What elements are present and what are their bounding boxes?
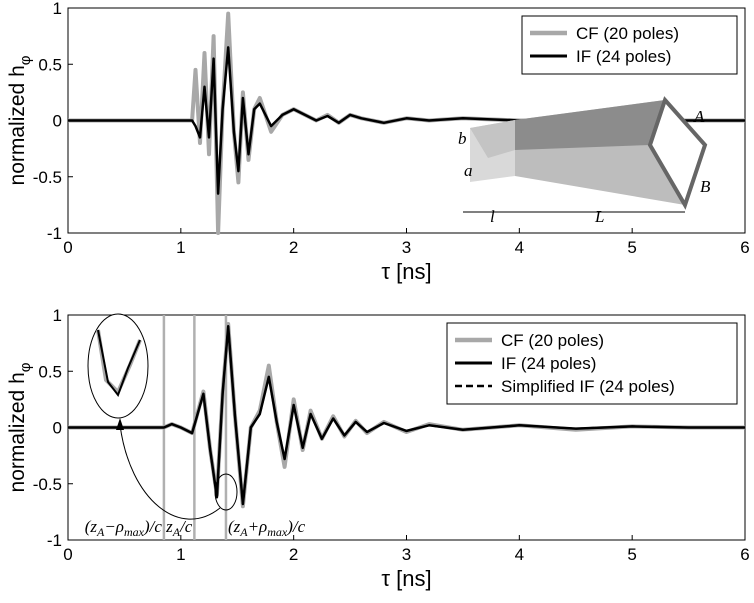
zoom-curve xyxy=(97,329,141,398)
legend-label: CF (20 poles) xyxy=(501,331,604,350)
annotation: (zA−ρmax)/c xyxy=(85,517,163,539)
y-tick-label: 0.5 xyxy=(38,55,62,74)
annotation-part: )/c xyxy=(143,517,162,536)
arrow-head xyxy=(116,418,124,430)
y-axis-label-sub: φ xyxy=(17,55,34,65)
horn-aperture xyxy=(647,96,708,210)
inset-label: L xyxy=(594,207,604,226)
subplot: 0 1 2 3 4 5 6-1-0.500.51τ [ns]normalized hφ(zA… xyxy=(6,306,750,591)
inset-label: A xyxy=(693,107,705,126)
x-tick-label: 6 xyxy=(740,545,749,564)
y-tick-label: -0.5 xyxy=(33,168,62,187)
y-tick-label: -0.5 xyxy=(33,475,62,494)
horn-feed-side xyxy=(470,120,515,158)
annotation-part: max xyxy=(124,525,145,539)
x-tick-label: 0 xyxy=(63,545,72,564)
y-tick-label: 0 xyxy=(53,112,62,131)
x-tick-label: 1 xyxy=(176,545,185,564)
horn-inset: b a l L A B xyxy=(458,96,711,226)
inset-label: a xyxy=(464,161,473,180)
annotation-part: z xyxy=(165,517,173,536)
series-line xyxy=(68,325,745,505)
legend-box xyxy=(521,15,738,75)
legend-box xyxy=(446,322,738,405)
annotation-part: (z xyxy=(85,517,98,536)
annotation: (zA+ρmax)/c xyxy=(228,517,306,539)
zoom-arrow xyxy=(119,424,221,520)
annotation-part: A xyxy=(172,525,181,539)
x-tick-label: 4 xyxy=(515,545,524,564)
x-tick-label: 0 xyxy=(63,238,72,257)
series-line xyxy=(68,46,745,195)
annotation-part: max xyxy=(267,525,288,539)
horn-top xyxy=(515,100,665,150)
annotation-part: −ρ xyxy=(104,517,124,536)
legend-label: Simplified IF (24 poles) xyxy=(501,377,675,396)
inset-label: b xyxy=(458,129,467,148)
annotation-part: )/c xyxy=(286,517,305,536)
annotation-part: /c xyxy=(179,517,193,536)
annotation-part: (z xyxy=(228,517,241,536)
legend-label: CF (20 poles) xyxy=(576,24,679,43)
y-tick-label: 1 xyxy=(53,306,62,325)
x-tick-label: 2 xyxy=(289,545,298,564)
y-tick-label: -1 xyxy=(47,531,62,550)
x-axis-label: τ [ns] xyxy=(381,259,431,284)
zoom-ellipse xyxy=(214,473,238,511)
legend-label: IF (24 poles) xyxy=(501,354,596,373)
annotation-part: +ρ xyxy=(248,517,268,536)
x-axis-label: τ [ns] xyxy=(381,566,431,591)
x-tick-label: 5 xyxy=(627,545,636,564)
x-tick-label: 5 xyxy=(627,238,636,257)
y-tick-label: -1 xyxy=(47,224,62,243)
zoom-inset xyxy=(87,313,238,520)
zoom-ellipse xyxy=(87,313,149,419)
x-tick-label: 3 xyxy=(402,238,411,257)
y-axis-label-sub: φ xyxy=(17,362,34,372)
y-axis-label: normalized hφ xyxy=(6,55,34,185)
y-axis-label-main: normalized h xyxy=(6,372,29,492)
y-tick-label: 0 xyxy=(53,419,62,438)
annotation-part: A xyxy=(96,525,105,539)
x-tick-label: 1 xyxy=(176,238,185,257)
inset-label: B xyxy=(700,177,711,196)
x-tick-label: 4 xyxy=(515,238,524,257)
x-tick-label: 2 xyxy=(289,238,298,257)
annotation: zA/c xyxy=(165,517,193,539)
y-tick-label: 1 xyxy=(53,0,62,18)
x-tick-label: 6 xyxy=(740,238,749,257)
y-axis-label-main: normalized h xyxy=(6,65,29,185)
inset-label: l xyxy=(490,207,495,226)
annotation-part: A xyxy=(239,525,248,539)
y-axis-label: normalized hφ xyxy=(6,362,34,492)
legend-label: IF (24 poles) xyxy=(576,47,671,66)
x-tick-label: 3 xyxy=(402,545,411,564)
y-tick-label: 0.5 xyxy=(38,362,62,381)
